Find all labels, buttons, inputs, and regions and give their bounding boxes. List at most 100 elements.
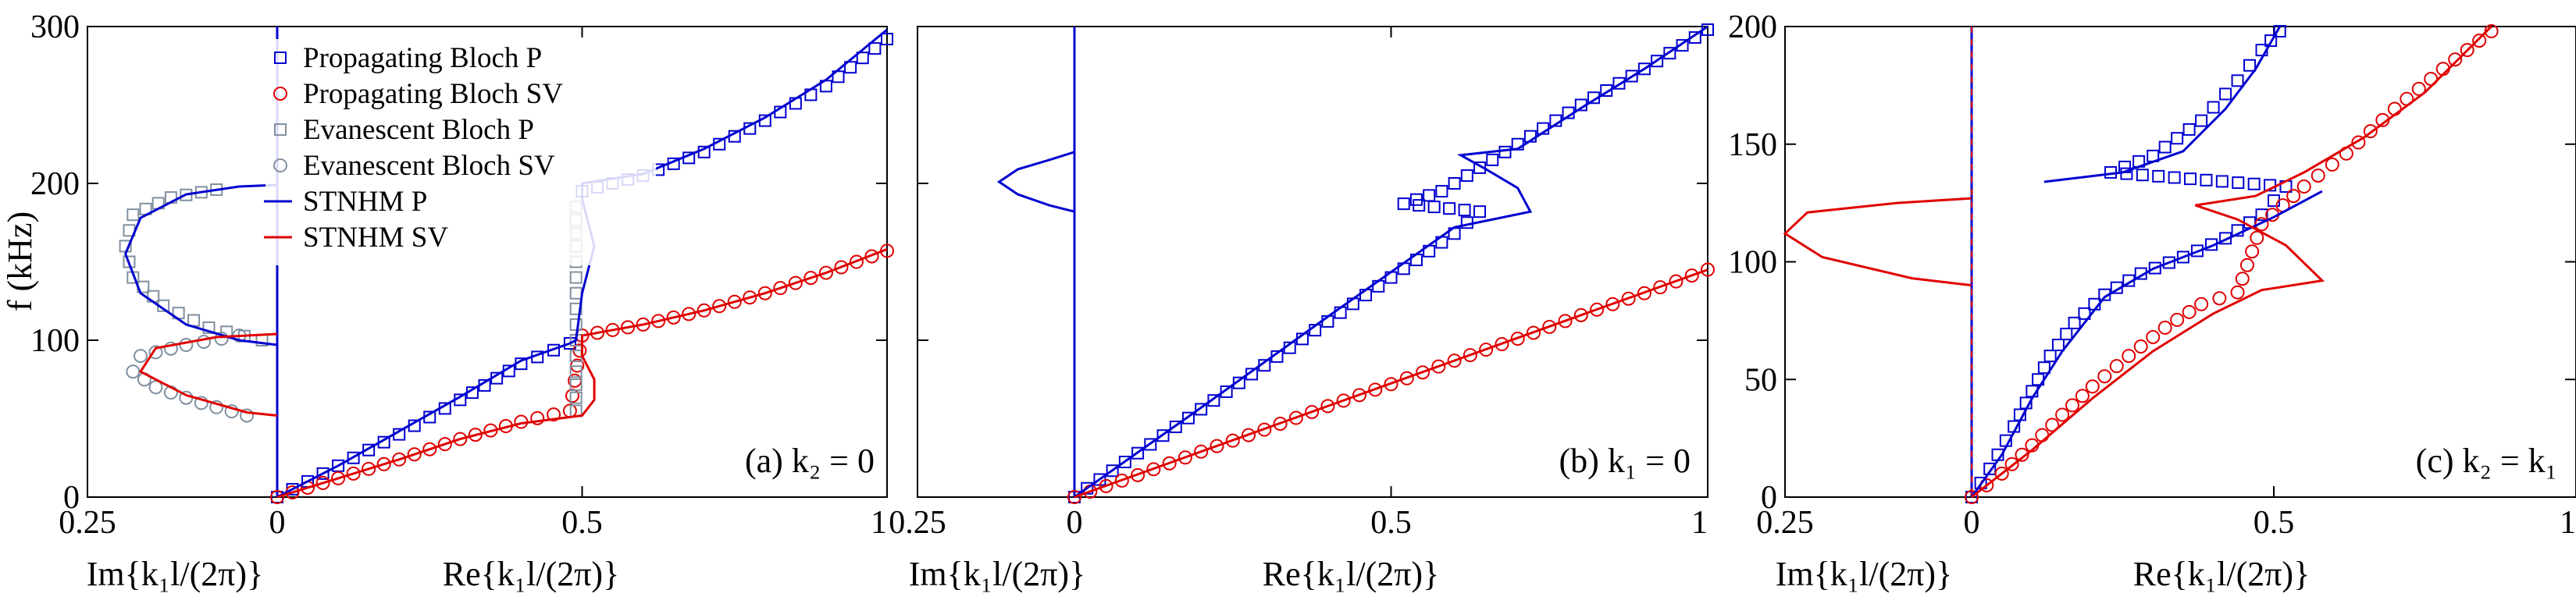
legend-label: STNHM SV [303,222,448,254]
marker-propagating-bloch-sv [1605,297,1620,311]
marker-evanescent-bloch-p-im [126,208,140,222]
marker-propagating-bloch-sv [2146,329,2161,344]
marker-propagating-bloch-p [2148,261,2161,275]
marker-propagating-bloch-p [1460,169,1473,182]
marker-propagating-bloch-sv [1542,319,1557,334]
series-line-stnhm-p-re [1970,190,2323,498]
marker-propagating-bloch-sv [1225,433,1240,448]
marker-propagating-bloch-sv [1305,404,1320,419]
marker-propagating-bloch-sv [849,254,864,269]
marker-propagating-bloch-p [1443,202,1456,215]
series-line-stnhm-sv-im [138,332,278,417]
marker-propagating-bloch-sv [1994,466,2009,481]
legend-box [265,39,656,265]
marker-propagating-bloch-sv [2311,168,2325,183]
y-tick-label: 50 [1744,362,1777,398]
marker-propagating-bloch-sv [2075,389,2090,403]
marker-propagating-bloch-sv [1162,456,1177,471]
marker-propagating-bloch-sv [2055,407,2070,422]
marker-propagating-bloch-sv [1590,302,1605,317]
marker-propagating-bloch-p [2068,316,2081,329]
legend-items: Propagating Bloch P Propagating Bloch SV E… [264,42,563,254]
marker-propagating-bloch-sv [651,314,666,329]
marker-propagating-bloch-p [2215,175,2229,188]
marker-propagating-bloch-sv [1684,268,1699,283]
marker-propagating-bloch-sv [530,410,545,425]
x-tick-label: 0.25 [1756,505,1814,541]
marker-propagating-bloch-p [2182,123,2196,136]
panel-a-x-label-im: Im{k₁l/(2π)} [87,555,263,593]
legend-marker-square [274,52,287,64]
marker-propagating-bloch-sv [743,290,757,305]
marker-propagating-bloch-sv [2065,398,2079,413]
marker-propagating-bloch-sv [1352,388,1366,403]
y-tick-label: 100 [1728,245,1777,281]
marker-propagating-bloch-sv [2085,379,2100,394]
marker-propagating-bloch-sv [1495,337,1509,352]
marker-propagating-bloch-sv [1621,291,1636,306]
marker-propagating-bloch-p [1207,394,1220,407]
marker-propagating-bloch-sv [2472,34,2487,48]
marker-propagating-bloch-sv [1701,262,1715,277]
marker-propagating-bloch-sv [2460,43,2474,58]
marker-propagating-bloch-p [1144,438,1157,451]
marker-propagating-bloch-sv [666,310,681,325]
marker-propagating-bloch-p [1498,145,1512,158]
marker-propagating-bloch-sv [834,260,849,275]
marker-propagating-bloch-sv [2239,258,2254,272]
marker-propagating-bloch-p [2273,25,2286,38]
marker-propagating-bloch-p [2255,208,2268,222]
marker-propagating-bloch-sv [1099,478,1113,493]
marker-propagating-bloch-p [2219,87,2232,101]
x-tick-label: 0.25 [59,505,116,541]
marker-propagating-bloch-p [2152,169,2165,183]
marker-propagating-bloch-p [2043,350,2057,363]
marker-propagating-bloch-sv [2212,291,2227,306]
marker-propagating-bloch-p [1663,47,1676,60]
marker-propagating-bloch-sv [1384,377,1398,392]
marker-evanescent-bloch-sv-im [240,408,255,423]
marker-evanescent-bloch-sv-im [194,396,208,410]
legend-label: STNHM P [303,186,427,218]
marker-evanescent-bloch-sv-im [214,331,229,346]
marker-propagating-bloch-sv [315,475,330,490]
panel-a-frame [87,26,888,498]
legend: Propagating Bloch P Propagating Bloch SV E… [264,39,656,265]
marker-propagating-bloch-sv [818,265,833,280]
marker-propagating-bloch-sv [422,442,437,457]
marker-evanescent-bloch-p-re [569,391,583,404]
x-tick-label: 0.25 [889,505,946,541]
marker-propagating-bloch-p [1983,462,1997,475]
panel-b: 0.25 0 0.5 1 Im{k₁l/(2π)} Re{k₁l/(2π)} (b) … [889,23,1715,593]
marker-propagating-bloch-sv [2133,339,2148,354]
marker-propagating-bloch-p [2168,171,2181,184]
y-tick-label: 300 [30,9,80,45]
marker-propagating-bloch-sv [2363,124,2378,139]
x-tick-label: 0.5 [2254,505,2295,541]
marker-propagating-bloch-sv [1114,473,1129,488]
marker-propagating-bloch-sv [1965,490,1979,504]
marker-propagating-bloch-sv [2250,230,2264,245]
marker-propagating-bloch-sv [788,275,803,290]
marker-propagating-bloch-sv [2004,457,2019,471]
y-tick-label: 0 [1761,480,1777,516]
series-line-stnhm-p-im [996,151,1075,213]
marker-evanescent-bloch-sv-im [148,380,163,395]
marker-evanescent-bloch-p-re [569,271,583,284]
marker-propagating-bloch-p [1220,385,1233,398]
marker-propagating-bloch-p [1612,76,1626,90]
marker-propagating-bloch-sv [2015,447,2029,462]
marker-propagating-bloch-p [2232,176,2245,190]
marker-propagating-bloch-p [2060,327,2073,340]
marker-propagating-bloch-p [332,459,345,472]
series-line-stnhm-p-im [123,183,278,346]
panel-b-annotation: (b) k₁ = 0 [1559,442,1691,480]
marker-propagating-bloch-p [1427,201,1441,214]
marker-propagating-bloch-sv [2109,359,2124,374]
marker-propagating-bloch-p [2268,194,2280,208]
marker-propagating-bloch-p [1600,84,1613,98]
marker-propagating-bloch-sv [2286,189,2301,204]
marker-propagating-bloch-p [2176,250,2189,264]
marker-propagating-bloch-sv [1131,467,1145,482]
